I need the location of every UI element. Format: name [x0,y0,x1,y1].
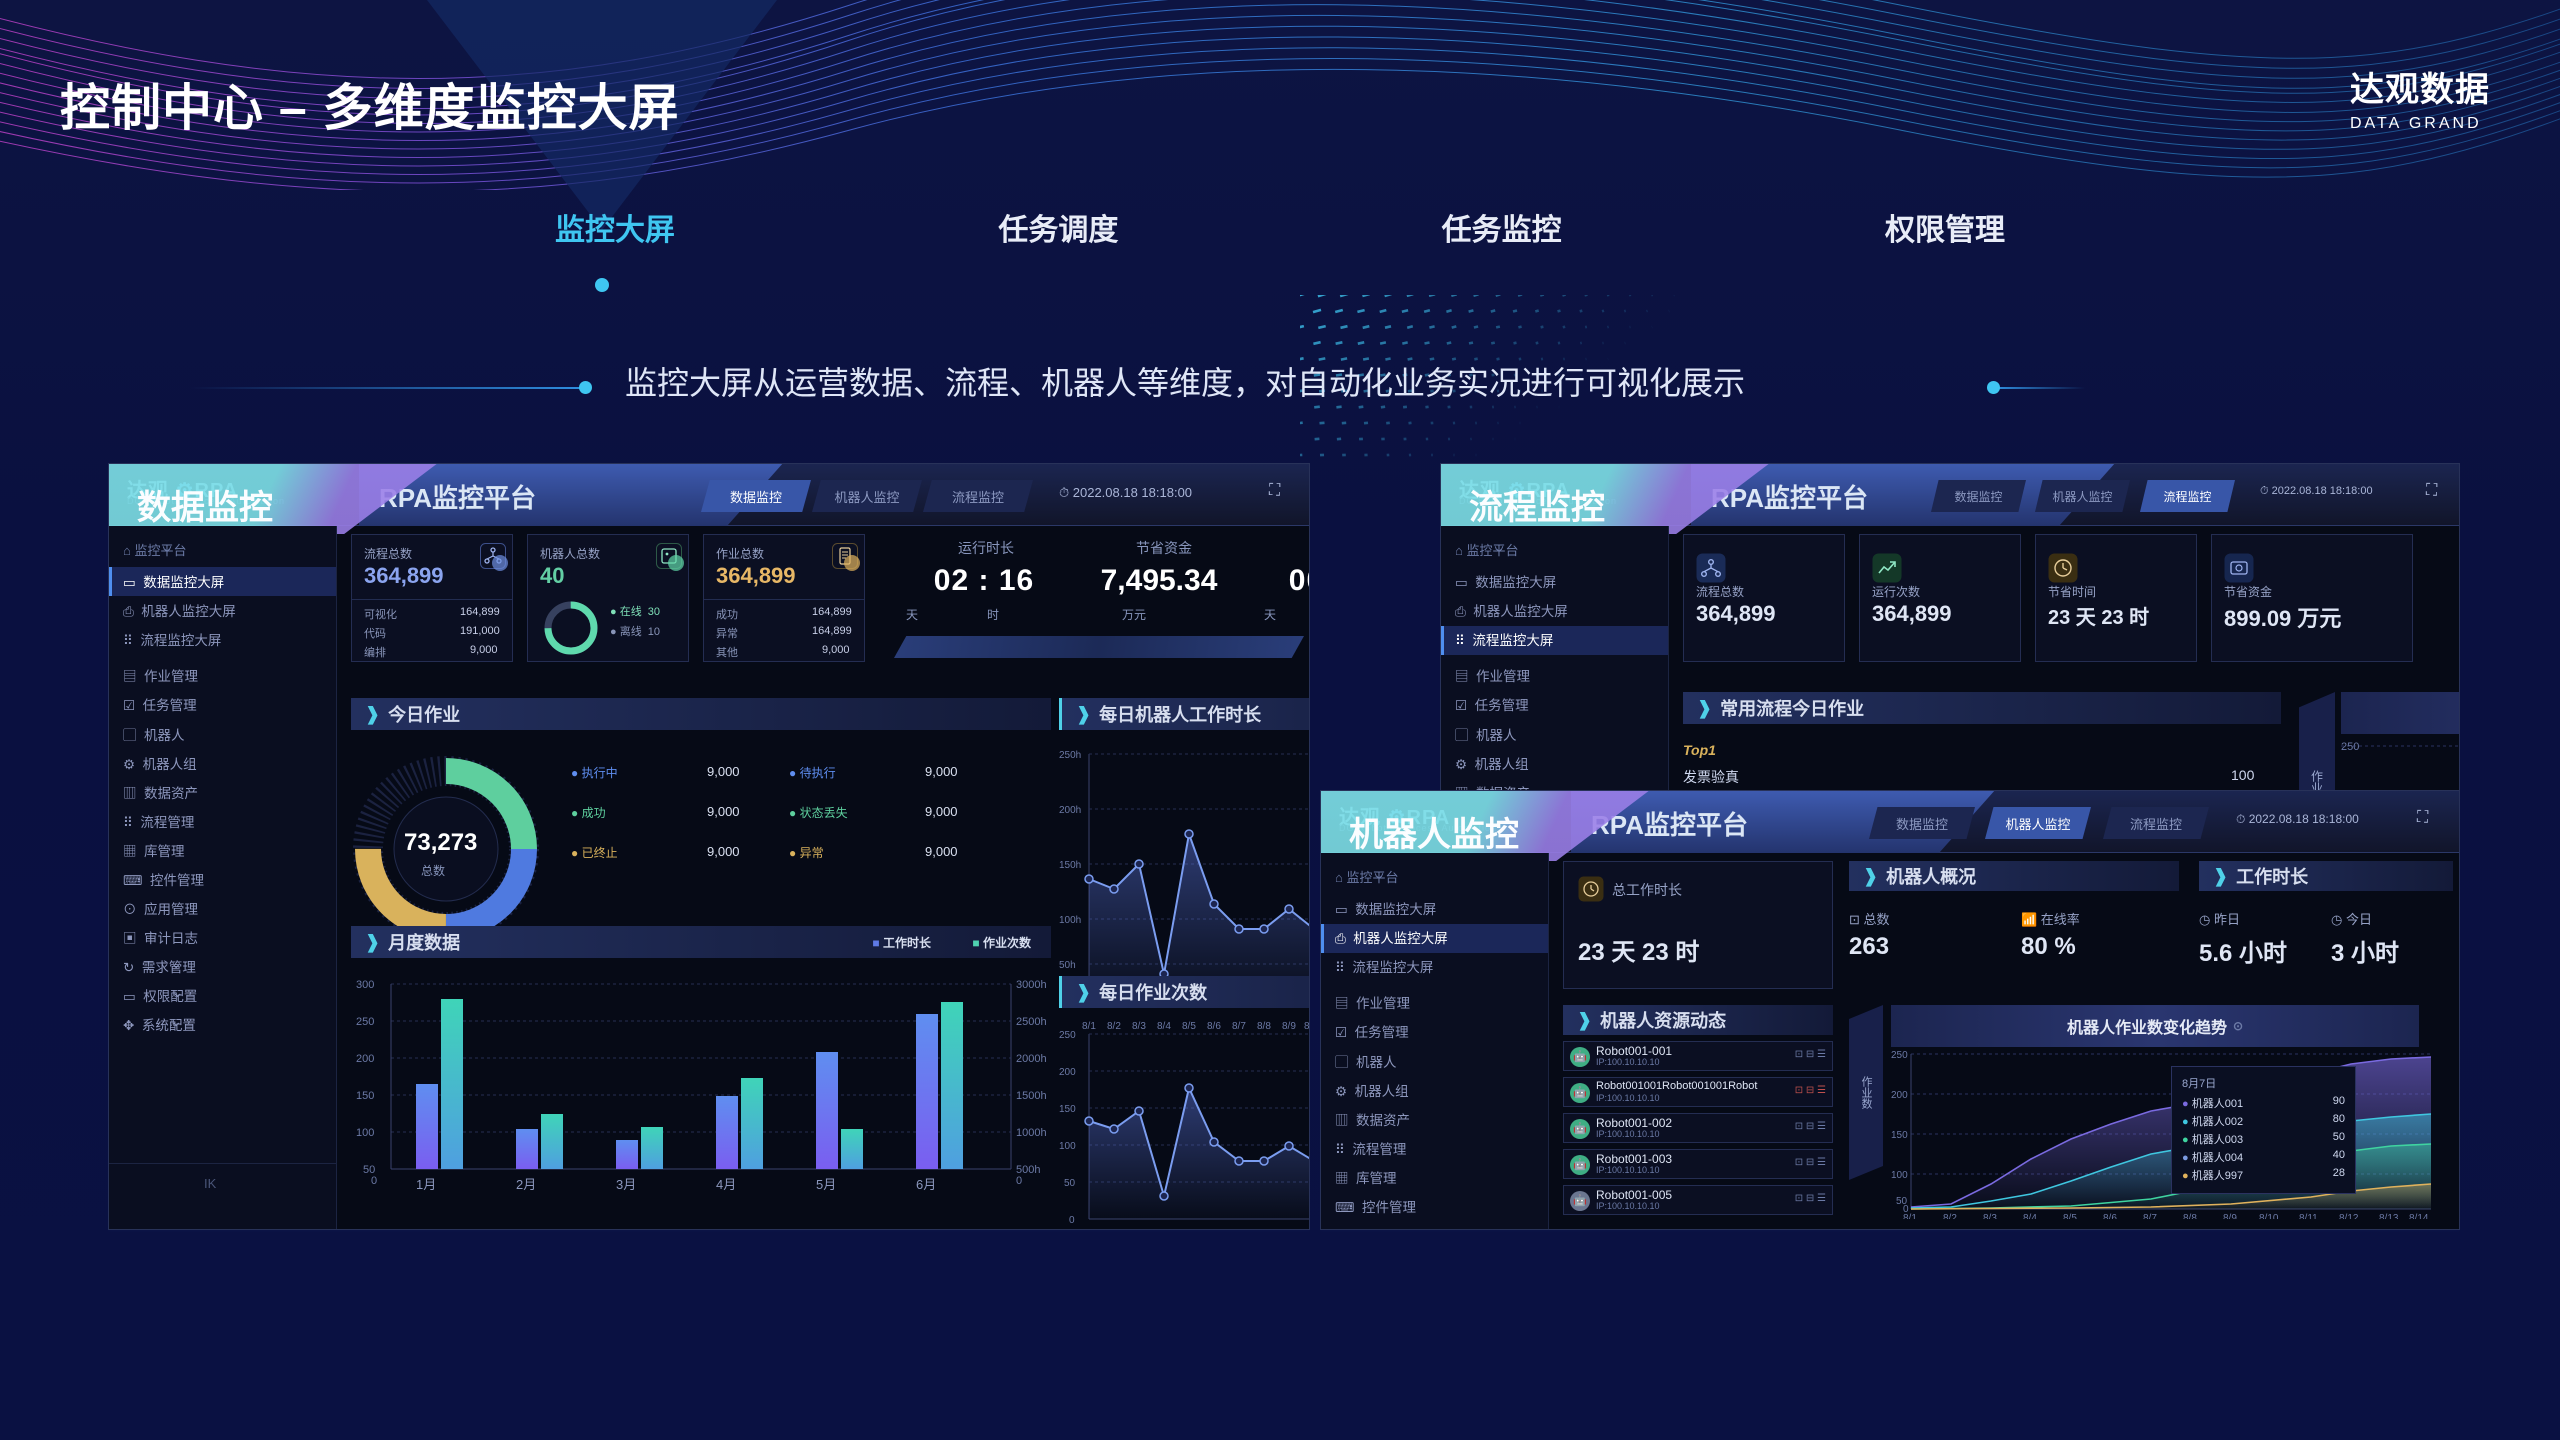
svg-text:8/1: 8/1 [1903,1213,1917,1219]
svg-text:6月: 6月 [916,1177,936,1192]
svg-text:3月: 3月 [616,1177,636,1192]
svg-text:100: 100 [356,1127,374,1139]
svg-text:3000h: 3000h [1016,979,1047,991]
svg-text:0: 0 [1016,1175,1022,1187]
svg-text:150: 150 [356,1090,374,1102]
svg-text:0: 0 [1069,1215,1075,1226]
svg-text:250: 250 [356,1016,374,1028]
svg-text:5月: 5月 [816,1177,836,1192]
svg-text:8/6: 8/6 [2103,1213,2117,1219]
svg-text:2000h: 2000h [1016,1053,1047,1065]
svg-text:50: 50 [1064,1178,1076,1189]
svg-text:8/10: 8/10 [2259,1213,2279,1219]
svg-text:8/9: 8/9 [2223,1213,2237,1219]
svg-text:8/13: 8/13 [2379,1213,2399,1219]
svg-text:8/8: 8/8 [2183,1213,2197,1219]
svg-text:2月: 2月 [516,1177,536,1192]
svg-text:1500h: 1500h [1016,1090,1047,1102]
svg-text:200: 200 [1891,1090,1908,1101]
svg-text:50h: 50h [1059,960,1076,971]
svg-text:150h: 150h [1059,860,1081,871]
svg-text:250h: 250h [1059,750,1081,761]
svg-text:2500h: 2500h [1016,1016,1047,1028]
svg-text:250: 250 [1891,1050,1908,1061]
svg-text:100: 100 [1891,1170,1908,1181]
svg-text:150: 150 [1059,1104,1076,1115]
svg-text:1月: 1月 [416,1177,436,1192]
svg-text:200: 200 [1059,1067,1076,1078]
svg-text:0: 0 [371,1175,377,1187]
svg-text:8/5: 8/5 [2063,1213,2077,1219]
svg-text:100h: 100h [1059,915,1081,926]
svg-text:150: 150 [1891,1130,1908,1141]
svg-text:250: 250 [1059,1030,1076,1041]
svg-text:100: 100 [1059,1141,1076,1152]
svg-text:200h: 200h [1059,805,1081,816]
svg-text:8/12: 8/12 [2339,1213,2359,1219]
svg-text:8/7: 8/7 [2143,1213,2157,1219]
svg-text:8/4: 8/4 [2023,1213,2037,1219]
svg-text:250: 250 [2341,741,2359,753]
svg-text:8/14: 8/14 [2409,1213,2429,1219]
svg-text:300: 300 [356,979,374,991]
svg-text:1000h: 1000h [1016,1127,1047,1139]
svg-text:4月: 4月 [716,1177,736,1192]
svg-text:200: 200 [356,1053,374,1065]
svg-text:8/2: 8/2 [1943,1213,1957,1219]
svg-text:8/11: 8/11 [2299,1213,2318,1219]
svg-text:8/3: 8/3 [1983,1213,1997,1219]
